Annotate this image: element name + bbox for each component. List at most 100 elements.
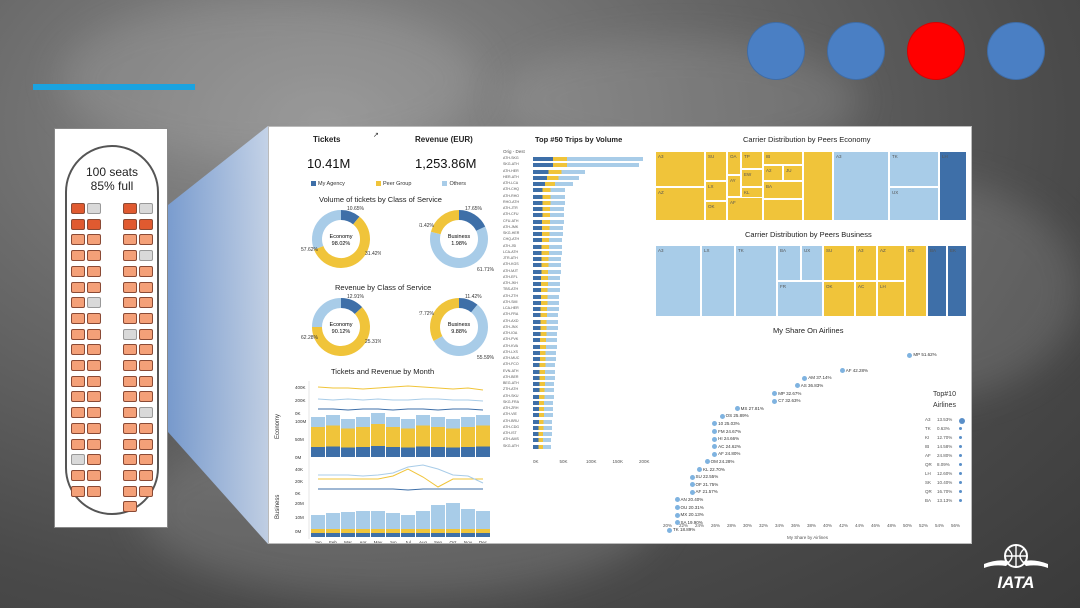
route-bar[interactable]	[533, 263, 562, 268]
seat[interactable]	[139, 250, 153, 262]
seat[interactable]	[87, 422, 101, 434]
seat[interactable]	[123, 454, 137, 466]
treemap-cell[interactable]: AZ	[655, 187, 705, 221]
seat[interactable]	[87, 234, 101, 246]
route-bar[interactable]	[533, 382, 555, 386]
seat[interactable]	[123, 328, 137, 340]
seat[interactable]	[139, 218, 153, 230]
route-bar[interactable]	[533, 332, 558, 336]
route-bar[interactable]	[533, 194, 565, 199]
treemap-cell[interactable]: AC	[855, 281, 877, 317]
seat[interactable]	[71, 328, 85, 340]
seat[interactable]	[123, 360, 137, 371]
seat[interactable]	[71, 469, 85, 481]
nav-dot-1[interactable]	[747, 22, 805, 80]
nav-dot-4[interactable]	[987, 22, 1045, 80]
seat[interactable]	[71, 344, 85, 356]
treemap-cell[interactable]: UX	[801, 245, 823, 281]
route-bar[interactable]	[533, 375, 555, 380]
seat[interactable]	[139, 234, 153, 246]
seat[interactable]	[139, 375, 153, 387]
seat[interactable]	[139, 469, 153, 481]
treemap-cell[interactable]: TK	[889, 151, 939, 187]
route-bar[interactable]	[533, 163, 639, 168]
seat[interactable]	[123, 203, 137, 214]
route-bar[interactable]	[533, 394, 554, 399]
seat[interactable]	[123, 485, 137, 497]
seat[interactable]	[139, 312, 153, 324]
share-point[interactable]	[689, 482, 695, 488]
seat[interactable]	[87, 250, 101, 262]
seat[interactable]	[123, 218, 137, 230]
treemap-cell[interactable]: OK	[823, 281, 855, 317]
route-bar[interactable]	[533, 407, 553, 411]
share-point[interactable]	[674, 505, 680, 510]
share-point[interactable]	[674, 520, 680, 526]
seat[interactable]	[71, 391, 85, 403]
share-point[interactable]	[719, 413, 725, 419]
share-point[interactable]	[772, 391, 778, 396]
treemap-cell[interactable]: UX	[889, 187, 939, 221]
treemap-cell[interactable]: EK	[947, 245, 967, 317]
treemap-cell[interactable]: LH	[877, 281, 905, 317]
treemap-cell[interactable]: TK	[735, 245, 777, 317]
seat[interactable]	[87, 391, 101, 403]
treemap-cell[interactable]: JU	[783, 165, 803, 181]
route-bar[interactable]	[533, 307, 559, 311]
seat[interactable]	[87, 297, 101, 309]
route-bar[interactable]	[533, 419, 553, 424]
seat[interactable]	[139, 454, 153, 466]
route-bar[interactable]	[533, 350, 557, 355]
route-bar[interactable]	[533, 325, 558, 330]
nav-dot-2[interactable]	[827, 22, 885, 80]
nav-dot-3-active[interactable]	[907, 22, 965, 80]
seat[interactable]	[71, 438, 85, 450]
route-bar[interactable]	[533, 257, 562, 261]
route-bar[interactable]	[533, 213, 564, 218]
treemap-cell[interactable]: LX	[705, 181, 727, 201]
seat[interactable]	[71, 250, 85, 262]
seat[interactable]	[123, 312, 137, 324]
seat[interactable]	[71, 407, 85, 419]
share-point[interactable]	[712, 444, 718, 450]
seat[interactable]	[87, 328, 101, 340]
share-point[interactable]	[667, 527, 672, 533]
treemap-cell[interactable]: IB	[763, 151, 803, 165]
route-bar[interactable]	[533, 294, 560, 299]
route-bar[interactable]	[533, 169, 585, 174]
seat[interactable]	[71, 454, 85, 466]
seat[interactable]	[71, 422, 85, 434]
route-bar[interactable]	[533, 275, 561, 280]
share-point[interactable]	[704, 459, 710, 465]
seat[interactable]	[71, 265, 85, 277]
treemap-cell[interactable]: OA	[727, 151, 741, 175]
route-bar[interactable]	[533, 182, 573, 186]
treemap-cell[interactable]: FR	[777, 281, 823, 317]
seat[interactable]	[87, 203, 101, 214]
route-bar[interactable]	[533, 269, 561, 274]
treemap-cell[interactable]: OK	[705, 201, 727, 221]
seat[interactable]	[71, 218, 85, 230]
route-bar[interactable]	[533, 188, 566, 193]
treemap-cell[interactable]: AF	[727, 197, 763, 221]
seat[interactable]	[123, 281, 137, 293]
treemap-cell[interactable]: A3	[855, 245, 877, 281]
treemap-cell[interactable]	[763, 199, 803, 221]
share-point[interactable]	[712, 451, 718, 457]
seat[interactable]	[87, 375, 101, 387]
seat[interactable]	[123, 375, 137, 387]
seat[interactable]	[139, 360, 153, 371]
treemap-cell[interactable]: SU	[823, 245, 855, 281]
treemap-cell[interactable]: OS	[905, 245, 927, 317]
seat[interactable]	[71, 297, 85, 309]
route-bar[interactable]	[533, 319, 558, 324]
treemap-cell[interactable]	[803, 151, 833, 221]
seat[interactable]	[123, 344, 137, 356]
route-bar[interactable]	[533, 363, 556, 368]
seat[interactable]	[139, 265, 153, 277]
seat[interactable]	[71, 281, 85, 293]
treemap-cell[interactable]: LH	[939, 151, 967, 221]
seat[interactable]	[71, 312, 85, 324]
route-bar[interactable]	[533, 232, 563, 236]
route-bar[interactable]	[533, 157, 643, 161]
